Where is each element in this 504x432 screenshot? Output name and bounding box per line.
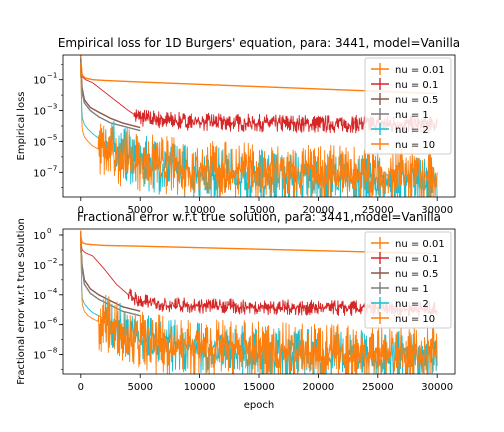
x-tick-label: 20000 (302, 205, 334, 216)
y-tick-label: 10 (33, 76, 46, 87)
legend-box (364, 231, 452, 329)
legend-label: nu = 10 (395, 314, 435, 325)
y-tick-label: 10 (33, 107, 46, 118)
legend-label: nu = 2 (395, 125, 429, 136)
y-tick-label: 10 (33, 231, 46, 242)
legend-box (364, 57, 452, 155)
legend-label: nu = 0.01 (395, 65, 445, 76)
x-tick-label: 0 (78, 205, 84, 216)
y-tick-exponent: −7 (47, 164, 57, 172)
legend-label: nu = 0.5 (395, 269, 438, 280)
series-line-nu-0-5 (80, 64, 141, 129)
legend-label: nu = 0.01 (395, 239, 445, 250)
y-tick-exponent: −1 (47, 72, 57, 80)
x-tick-label: 10000 (184, 205, 216, 216)
y-tick-label: 10 (33, 261, 46, 272)
x-tick-label: 0 (78, 382, 84, 393)
y-tick-exponent: −3 (47, 103, 57, 111)
legend-label: nu = 10 (395, 140, 435, 151)
legend-label: nu = 0.1 (395, 80, 438, 91)
y-tick-label: 10 (33, 351, 46, 362)
legend-label: nu = 1 (395, 284, 429, 295)
y-axis-label: Fractional error w.r.t true solution (16, 218, 27, 385)
x-tick-label: 20000 (302, 382, 334, 393)
y-tick-label: 10 (33, 291, 46, 302)
y-tick-exponent: −4 (47, 287, 58, 295)
x-tick-label: 15000 (243, 205, 275, 216)
y-tick-exponent: −8 (47, 347, 57, 355)
x-tick-label: 5000 (127, 382, 152, 393)
chart-title: Fractional error w.r.t true solution, pa… (77, 210, 441, 224)
series-line-nu-0-5 (80, 242, 141, 312)
y-tick-exponent: 0 (47, 227, 51, 235)
legend-label: nu = 0.1 (395, 254, 438, 265)
x-tick-label: 30000 (421, 382, 453, 393)
y-tick-exponent: −6 (47, 317, 58, 325)
axes-frame (62, 54, 456, 198)
series-line-nu-10 (80, 242, 438, 374)
x-tick-label: 15000 (243, 382, 275, 393)
x-tick-label: 25000 (362, 205, 394, 216)
y-tick-label: 10 (33, 168, 46, 179)
series-line-nu-1 (80, 242, 141, 317)
legend-label: nu = 1 (395, 110, 429, 121)
y-tick-exponent: −5 (47, 133, 57, 141)
x-tick-label: 25000 (362, 382, 394, 393)
y-tick-label: 10 (33, 321, 46, 332)
x-axis-label: epoch (244, 400, 274, 411)
x-tick-label: 30000 (421, 205, 453, 216)
legend-label: nu = 0.5 (395, 95, 438, 106)
series-line-nu-10 (80, 68, 438, 197)
error-chart: Fractional error w.r.t true solution, pa… (16, 210, 456, 411)
y-axis-label: Empirical loss (16, 92, 27, 161)
legend-label: nu = 2 (395, 299, 429, 310)
chart-title: Empirical loss for 1D Burgers' equation,… (58, 36, 460, 50)
plot-area (80, 230, 438, 374)
series-line-nu-1 (80, 64, 141, 132)
axes-frame (62, 228, 456, 375)
y-tick-exponent: −2 (47, 257, 57, 265)
x-tick-label: 5000 (127, 205, 152, 216)
y-tick-label: 10 (33, 137, 46, 148)
series-line-nu-2 (80, 71, 438, 197)
loss-chart: Empirical loss for 1D Burgers' equation,… (16, 36, 460, 216)
x-tick-label: 10000 (184, 382, 216, 393)
